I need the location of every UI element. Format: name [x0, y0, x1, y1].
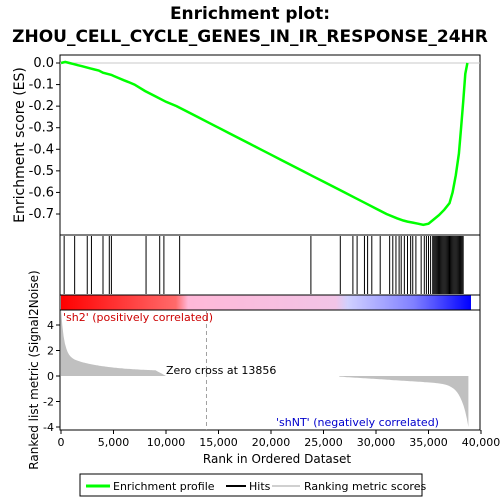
es-y-tick-label: -0.6	[29, 185, 54, 200]
correlation-color-band	[61, 295, 471, 310]
hits-group	[63, 236, 464, 294]
metric-y-axis-label: Ranked list metric (Signal2Noise)	[27, 270, 41, 469]
metric-y-tick-label: -2	[43, 396, 54, 409]
chart-title-line-1: Enrichment plot:	[169, 4, 331, 24]
es-y-tick-label: 0.0	[33, 56, 54, 71]
x-ticks: 0 5,000 10,000 15,000 20,000 25,000 30,000 35,0…	[58, 430, 500, 449]
es-y-tick-label: -0.5	[29, 164, 54, 179]
negative-correlation-label: 'shNT' (negatively correlated)	[276, 416, 439, 429]
metric-y-tick-label: 0	[47, 370, 54, 383]
es-y-tick-label: -0.4	[29, 142, 54, 157]
x-tick-label: 30,000	[357, 436, 396, 449]
es-y-tick-label: -0.3	[29, 121, 54, 136]
es-y-axis-label: Enrichment score (ES)	[12, 67, 28, 223]
x-tick-label: 20,000	[252, 436, 291, 449]
es-panel-frame	[59, 54, 481, 236]
es-y-ticks: 0.0 -0.1 -0.2 -0.3 -0.4 -0.5 -0.6 -0.7	[29, 56, 60, 222]
metric-y-ticks: 4 2 0 -2 -4	[43, 319, 60, 434]
x-tick-label: 15,000	[199, 436, 238, 449]
es-y-tick-label: -0.7	[29, 207, 54, 222]
enrichment-profile-line	[60, 60, 469, 227]
positive-correlation-label: 'sh2' (positively correlated)	[63, 311, 213, 324]
metric-y-tick-label: 2	[47, 345, 54, 358]
es-y-tick-label: -0.1	[29, 78, 54, 93]
legend-hits-label: Hits	[249, 480, 271, 493]
x-axis-label: Rank in Ordered Dataset	[203, 452, 351, 466]
legend-metric-label: Ranking metric scores	[304, 480, 426, 493]
x-tick-label: 10,000	[147, 436, 186, 449]
hits-panel-frame	[59, 234, 481, 296]
x-tick-label: 0	[58, 436, 65, 449]
es-y-tick-label: -0.2	[29, 99, 54, 114]
legend-frame	[79, 473, 423, 497]
zero-cross-label: Zero cross at 13856	[166, 364, 276, 377]
x-tick-label: 35,000	[409, 436, 448, 449]
x-tick-label: 40,000	[462, 436, 500, 449]
x-tick-label: 25,000	[304, 436, 343, 449]
legend-es-label: Enrichment profile	[113, 480, 215, 493]
chart-title-line-2: ZHOU_CELL_CYCLE_GENES_IN_IR_RESPONSE_24H…	[12, 27, 488, 47]
metric-y-tick-label: 4	[47, 319, 54, 332]
x-tick-label: 5,000	[98, 436, 130, 449]
metric-y-tick-label: -4	[43, 421, 54, 434]
